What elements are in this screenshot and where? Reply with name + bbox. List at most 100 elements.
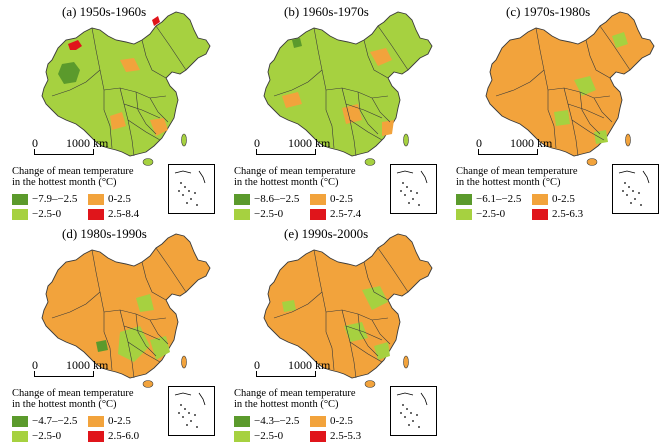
- temperature-patch-1: [574, 76, 596, 96]
- province-border-9: [325, 90, 335, 149]
- legend-item: 2.5-6.0: [88, 430, 139, 442]
- legend-item: −8.6–−2.5: [234, 193, 299, 205]
- legend-item: 0-2.5: [88, 193, 131, 205]
- inset-island: [412, 420, 414, 422]
- island-hainan: [364, 380, 376, 388]
- legend-label: −8.6–−2.5: [254, 193, 300, 205]
- south-china-sea-inset: [390, 386, 437, 436]
- province-border-11: [127, 119, 161, 141]
- inset-coastline: [618, 170, 650, 184]
- legend-item: 2.5-5.3: [310, 430, 361, 442]
- inset-island: [640, 204, 642, 206]
- island-hainan: [586, 158, 598, 166]
- island-taiwan: [625, 133, 631, 147]
- province-border-6: [141, 39, 167, 79]
- scale-line: [34, 154, 94, 155]
- legend-item: −2.5-0: [12, 430, 61, 442]
- province-border-7: [377, 247, 409, 293]
- inset-island: [182, 194, 184, 196]
- legend-swatch: [234, 415, 250, 427]
- scale-line: [478, 154, 538, 155]
- province-border-8: [495, 69, 545, 97]
- legend-title-line1: Change of mean temperature: [234, 166, 356, 177]
- legend-title: Change of mean temperature in the hottest…: [456, 166, 578, 188]
- legend-swatch: [234, 208, 250, 220]
- legend-label: −4.7–−2.5: [32, 415, 78, 427]
- scale-tick: [34, 149, 35, 155]
- legend-swatch: [234, 193, 250, 205]
- temperature-patch-2: [370, 48, 392, 66]
- province-border-8: [51, 291, 101, 319]
- legend-item: 2.5-7.4: [310, 208, 361, 220]
- legend-item: 0-2.5: [310, 193, 353, 205]
- legend-title-line2: in the hottest month (°C): [234, 177, 339, 188]
- china-map: [263, 11, 433, 166]
- legend-title-line2: in the hottest month (°C): [12, 177, 117, 188]
- legend-item: −4.7–−2.5: [12, 415, 77, 427]
- legend-title-line2: in the hottest month (°C): [234, 399, 339, 410]
- temperature-patch-4: [120, 58, 140, 72]
- scale-zero-label: 0: [32, 358, 38, 372]
- south-china-sea-inset: [168, 386, 215, 436]
- legend-swatch: [88, 415, 104, 427]
- inset-island: [402, 404, 404, 406]
- province-border-10: [123, 103, 161, 119]
- temperature-patch-6: [110, 112, 126, 130]
- panel-title: (d) 1980s-1990s: [62, 226, 147, 241]
- scale-bar: 0 1000 km: [30, 358, 170, 386]
- temperature-patch-3: [136, 294, 154, 312]
- province-border-5: [593, 97, 613, 123]
- province-border-6: [141, 261, 167, 301]
- province-border-1: [91, 249, 105, 313]
- inset-map: [396, 170, 428, 206]
- inset-island: [630, 202, 632, 204]
- scale-tick: [256, 371, 257, 377]
- legend-title-line1: Change of mean temperature: [12, 388, 134, 399]
- scale-tick: [93, 371, 94, 377]
- legend-label: 0-2.5: [108, 415, 131, 427]
- legend-title: Change of mean temperature in the hottest…: [12, 388, 134, 410]
- legend-label: 2.5-7.4: [330, 208, 362, 220]
- inset-island: [184, 408, 186, 410]
- inset-island: [628, 186, 630, 188]
- inset-island: [412, 198, 414, 200]
- china-map: [41, 11, 211, 166]
- province-border-7: [155, 25, 187, 71]
- legend-swatch: [532, 193, 548, 205]
- scale-tick: [537, 149, 538, 155]
- legend-swatch: [88, 193, 104, 205]
- inset-island: [178, 412, 180, 414]
- legend-label: 0-2.5: [108, 193, 131, 205]
- legend-item: 0-2.5: [532, 193, 575, 205]
- scale-zero-label: 0: [476, 136, 482, 150]
- temperature-patch-2: [150, 336, 170, 360]
- inset-island: [404, 194, 406, 196]
- inset-island: [624, 182, 626, 184]
- legend-item: 2.5-6.3: [532, 208, 583, 220]
- temperature-patch-4: [282, 300, 296, 312]
- legend-swatch: [234, 430, 250, 442]
- inset-island: [416, 192, 418, 194]
- legend-item: −2.5-0: [234, 430, 283, 442]
- scale-tick: [478, 149, 479, 155]
- legend-label: 0-2.5: [330, 193, 353, 205]
- inset-island: [188, 190, 190, 192]
- legend-label: 0-2.5: [330, 415, 353, 427]
- temperature-patch-3: [152, 16, 160, 26]
- legend-item: −6.1–−2.5: [456, 193, 521, 205]
- south-china-sea-inset: [168, 164, 215, 214]
- island-taiwan: [181, 133, 187, 147]
- inset-map: [396, 392, 428, 428]
- island-hainan: [142, 380, 154, 388]
- legend-label: 2.5-6.0: [108, 430, 140, 442]
- province-border-9: [547, 90, 557, 149]
- island-taiwan: [403, 133, 409, 147]
- legend-item: −7.9–−2.5: [12, 193, 77, 205]
- legend-label: 2.5-8.4: [108, 208, 140, 220]
- legend-label: −2.5-0: [254, 430, 284, 442]
- inset-island: [416, 414, 418, 416]
- scale-distance-label: 1000 km: [66, 358, 109, 372]
- province-border-7: [377, 25, 409, 71]
- temperature-patch-2: [68, 40, 82, 50]
- legend-swatch: [310, 415, 326, 427]
